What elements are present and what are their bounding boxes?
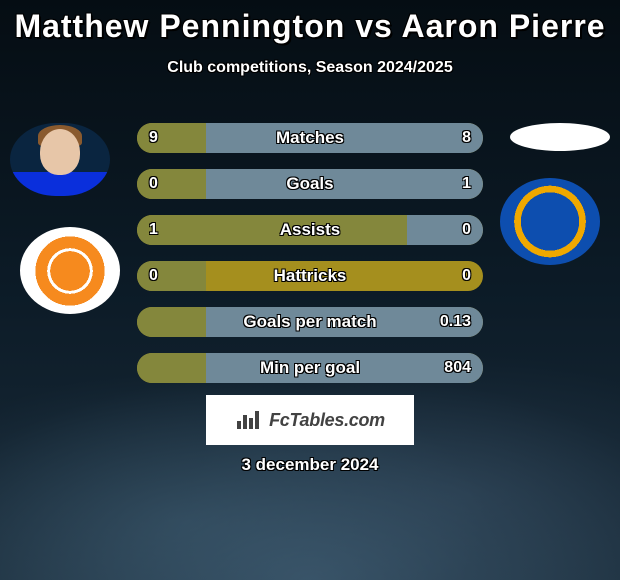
bars-icon: [235, 409, 263, 431]
stat-bar-left: [137, 307, 206, 337]
stat-bar-right: [206, 307, 483, 337]
stat-row: Goals01: [137, 169, 483, 199]
page-title: Matthew Pennington vs Aaron Pierre: [0, 0, 620, 45]
stat-bar-left: [137, 169, 206, 199]
player-photo-right: [510, 123, 610, 151]
stat-row: Min per goal804: [137, 353, 483, 383]
stat-bar-right: [206, 353, 483, 383]
stat-value-right: 0: [462, 261, 471, 291]
player-photo-left: [10, 123, 110, 196]
brand-logo: FcTables.com: [206, 395, 414, 445]
club-badge-left: [20, 227, 120, 314]
stat-row: Assists10: [137, 215, 483, 245]
stat-bar-left: [137, 353, 206, 383]
stat-bar-left: [137, 123, 206, 153]
stat-bar-right: [206, 169, 483, 199]
page-subtitle: Club competitions, Season 2024/2025: [0, 59, 620, 77]
stat-bar-right: [407, 215, 483, 245]
stats-bars: Matches98 Goals01 Assists10 Hattricks00 Goal…: [137, 123, 483, 399]
stat-row: Hattricks00: [137, 261, 483, 291]
club-badge-right: [500, 178, 600, 265]
brand-text: FcTables.com: [269, 410, 385, 431]
stat-bar-left: [137, 215, 407, 245]
footer-date: 3 december 2024: [0, 455, 620, 475]
stat-row: Matches98: [137, 123, 483, 153]
stat-row: Goals per match0.13: [137, 307, 483, 337]
stat-bar-left: [137, 261, 206, 291]
stat-bar-right: [206, 123, 483, 153]
